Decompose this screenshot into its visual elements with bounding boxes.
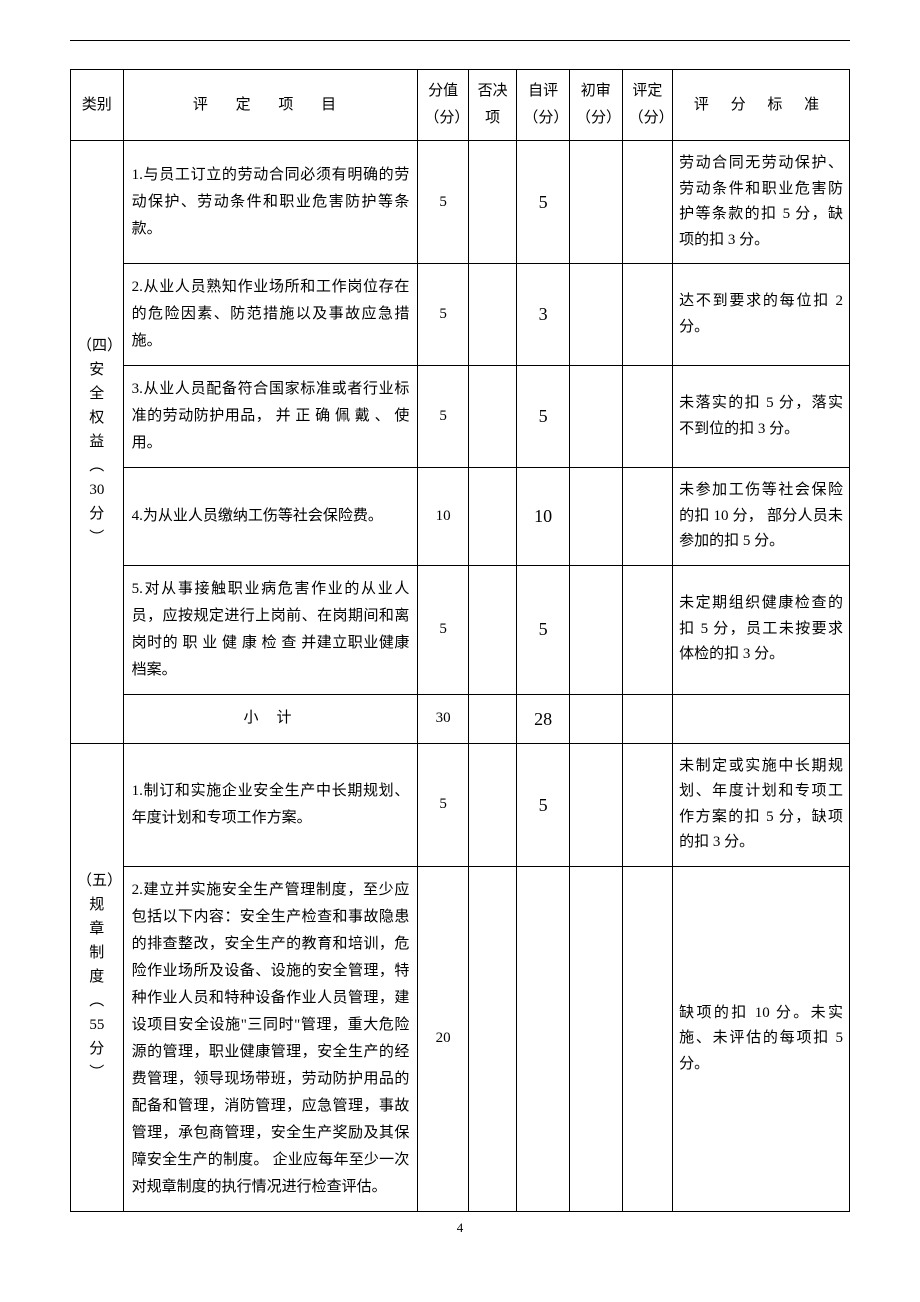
final-cell bbox=[622, 366, 673, 468]
hdr-standard: 评 分 标 准 bbox=[673, 70, 850, 141]
item-text: 1.与员工订立的劳动合同必须有明确的劳动保护、劳动条件和职业危害防护等条款。 bbox=[123, 141, 418, 264]
standard-text: 未制定或实施中长期规划、年度计划和专项工作方案的扣 5 分，缺项的扣 3 分。 bbox=[673, 743, 850, 866]
item-text: 5.对从事接触职业病危害作业的从业人员，应按规定进行上岗前、在岗期间和离岗时的 … bbox=[123, 565, 418, 694]
final-cell bbox=[622, 565, 673, 694]
final-cell bbox=[622, 866, 673, 1211]
standard-text: 未落实的扣 5 分，落实不到位的扣 3 分。 bbox=[673, 366, 850, 468]
veto-cell bbox=[468, 743, 516, 866]
score-value: 5 bbox=[418, 141, 469, 264]
hdr-category: 类别 bbox=[71, 70, 124, 141]
score-value: 20 bbox=[418, 866, 469, 1211]
category-cell: （五）规章制度︵55分︶ bbox=[71, 743, 124, 1211]
self-score: 3 bbox=[517, 264, 570, 366]
table-row: （五）规章制度︵55分︶1.制订和实施企业安全生产中长期规划、年度计划和专项工作… bbox=[71, 743, 850, 866]
first-review-cell bbox=[569, 468, 622, 566]
page-number: 4 bbox=[70, 1220, 850, 1236]
first-review-cell bbox=[569, 366, 622, 468]
category-cell: （四）安全权益︵30分︶ bbox=[71, 141, 124, 744]
final-cell bbox=[622, 468, 673, 566]
veto-cell bbox=[468, 366, 516, 468]
subtotal-first bbox=[569, 694, 622, 743]
table-header-row: 类别 评 定 项 目 分值（分） 否决项 自评（分） 初审（分） 评定（分） 评… bbox=[71, 70, 850, 141]
hdr-score: 分值（分） bbox=[418, 70, 469, 141]
item-text: 3.从业人员配备符合国家标准或者行业标准的劳动防护用品， 并 正 确 佩 戴 、… bbox=[123, 366, 418, 468]
hdr-self: 自评（分） bbox=[517, 70, 570, 141]
table-row: 3.从业人员配备符合国家标准或者行业标准的劳动防护用品， 并 正 确 佩 戴 、… bbox=[71, 366, 850, 468]
veto-cell bbox=[468, 264, 516, 366]
table-row: （四）安全权益︵30分︶1.与员工订立的劳动合同必须有明确的劳动保护、劳动条件和… bbox=[71, 141, 850, 264]
self-score: 5 bbox=[517, 743, 570, 866]
subtotal-veto bbox=[468, 694, 516, 743]
subtotal-label: 小计 bbox=[123, 694, 418, 743]
hdr-final: 评定（分） bbox=[622, 70, 673, 141]
self-score: 10 bbox=[517, 468, 570, 566]
item-text: 2.从业人员熟知作业场所和工作岗位存在的危险因素、防范措施以及事故应急措施。 bbox=[123, 264, 418, 366]
score-value: 5 bbox=[418, 743, 469, 866]
hdr-veto: 否决项 bbox=[468, 70, 516, 141]
veto-cell bbox=[468, 866, 516, 1211]
evaluation-table: 类别 评 定 项 目 分值（分） 否决项 自评（分） 初审（分） 评定（分） 评… bbox=[70, 69, 850, 1212]
first-review-cell bbox=[569, 141, 622, 264]
final-cell bbox=[622, 743, 673, 866]
item-text: 4.为从业人员缴纳工伤等社会保险费。 bbox=[123, 468, 418, 566]
veto-cell bbox=[468, 141, 516, 264]
subtotal-self: 28 bbox=[517, 694, 570, 743]
standard-text: 未参加工伤等社会保险的扣 10 分， 部分人员未参加的扣 5 分。 bbox=[673, 468, 850, 566]
standard-text: 未定期组织健康检查的扣 5 分，员工未按要求体检的扣 3 分。 bbox=[673, 565, 850, 694]
table-row: 2.建立并实施安全生产管理制度，至少应包括以下内容：安全生产检查和事故隐患的排查… bbox=[71, 866, 850, 1211]
score-value: 5 bbox=[418, 264, 469, 366]
self-score: 5 bbox=[517, 366, 570, 468]
hdr-first: 初审（分） bbox=[569, 70, 622, 141]
veto-cell bbox=[468, 565, 516, 694]
score-value: 5 bbox=[418, 366, 469, 468]
standard-text: 缺项的扣 10 分。未实施、未评估的每项扣 5 分。 bbox=[673, 866, 850, 1211]
top-rule bbox=[70, 40, 850, 41]
standard-text: 达不到要求的每位扣 2 分。 bbox=[673, 264, 850, 366]
self-score: 5 bbox=[517, 141, 570, 264]
subtotal-score: 30 bbox=[418, 694, 469, 743]
table-row: 2.从业人员熟知作业场所和工作岗位存在的危险因素、防范措施以及事故应急措施。53… bbox=[71, 264, 850, 366]
subtotal-std bbox=[673, 694, 850, 743]
subtotal-final bbox=[622, 694, 673, 743]
first-review-cell bbox=[569, 866, 622, 1211]
standard-text: 劳动合同无劳动保护、劳动条件和职业危害防护等条款的扣 5 分，缺项的扣 3 分。 bbox=[673, 141, 850, 264]
self-score: 5 bbox=[517, 565, 570, 694]
hdr-item: 评 定 项 目 bbox=[123, 70, 418, 141]
score-value: 5 bbox=[418, 565, 469, 694]
table-body: （四）安全权益︵30分︶1.与员工订立的劳动合同必须有明确的劳动保护、劳动条件和… bbox=[71, 141, 850, 1212]
final-cell bbox=[622, 264, 673, 366]
subtotal-row: 小计30 28 bbox=[71, 694, 850, 743]
table-row: 4.为从业人员缴纳工伤等社会保险费。1010未参加工伤等社会保险的扣 10 分，… bbox=[71, 468, 850, 566]
table-row: 5.对从事接触职业病危害作业的从业人员，应按规定进行上岗前、在岗期间和离岗时的 … bbox=[71, 565, 850, 694]
first-review-cell bbox=[569, 743, 622, 866]
item-text: 1.制订和实施企业安全生产中长期规划、年度计划和专项工作方案。 bbox=[123, 743, 418, 866]
item-text: 2.建立并实施安全生产管理制度，至少应包括以下内容：安全生产检查和事故隐患的排查… bbox=[123, 866, 418, 1211]
score-value: 10 bbox=[418, 468, 469, 566]
first-review-cell bbox=[569, 565, 622, 694]
veto-cell bbox=[468, 468, 516, 566]
final-cell bbox=[622, 141, 673, 264]
first-review-cell bbox=[569, 264, 622, 366]
self-score bbox=[517, 866, 570, 1211]
